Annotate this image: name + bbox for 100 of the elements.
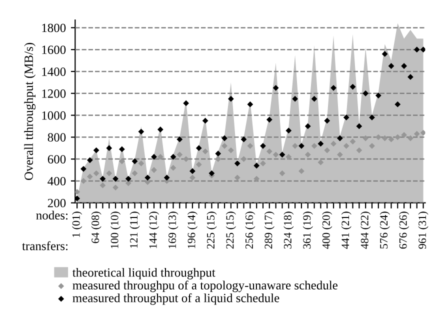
point [176,136,183,142]
x-tick-label: 196 (14) [187,212,198,248]
point [190,168,196,174]
y-tick-label: 400 [48,176,66,186]
point [375,92,382,99]
y-tick-label: 1800 [42,24,66,32]
x-tick-label: 169 (13) [168,212,178,248]
point [324,118,330,124]
point [298,168,304,174]
point [215,156,222,162]
point [388,136,394,142]
point [408,135,414,142]
y-tick-label: 1000 [42,111,66,120]
point [170,154,176,160]
point [183,156,190,162]
point [80,178,86,184]
point [112,176,118,182]
point [292,96,298,102]
point [272,152,279,158]
point [266,148,272,154]
point [375,134,382,140]
point [408,74,414,80]
text: nodes: [36,210,68,220]
point [75,196,80,202]
point [311,142,318,149]
point [118,158,125,164]
point [272,84,279,91]
point [266,116,272,123]
y-axis-title: Overall tthroughput (MB/s) [24,42,36,180]
point [369,142,375,149]
point [420,46,426,53]
point [343,142,350,149]
x-tick-label: 144 (12) [148,212,160,248]
point [190,174,196,181]
point [394,134,401,140]
y-tick-label: 800 [48,133,66,142]
y-tick-label: 1200 [42,89,66,98]
point [183,100,190,106]
point [343,114,350,120]
point [228,96,234,102]
point [222,142,228,149]
point [138,160,144,166]
point [240,156,247,162]
y-tick-label: 1400 [42,68,66,76]
point [138,128,144,135]
point [362,90,369,96]
point [234,174,240,181]
point [298,142,304,149]
point [304,123,311,130]
point [369,114,375,120]
point [93,147,100,154]
point [414,46,420,53]
point [414,130,420,137]
legend-label: measured throughput of a liquid schedule [72,293,280,305]
x-tick-label: 484 (22) [360,212,371,249]
point [80,166,86,172]
point [170,164,176,171]
point [292,142,298,149]
point [106,170,112,176]
point [228,147,234,154]
point [382,51,388,57]
point [164,174,170,181]
point [286,154,292,160]
legend-label: theoretical liquid throughput [72,268,216,280]
point [318,140,324,147]
point [100,182,106,188]
x-tick-label: 100 (10) [110,212,121,248]
point [176,152,183,158]
x-tick-label: 121 (11) [130,212,140,248]
x-tick-label: 64 (08) [91,212,102,244]
y-tick-label: 200 [48,198,66,208]
y-tick-label: 1600 [42,46,66,54]
point [356,147,362,154]
point [93,170,100,176]
point [356,123,362,130]
point [330,84,336,91]
text: transfers: [22,241,68,250]
point [350,138,356,144]
point [196,162,202,168]
point [420,130,426,136]
point [215,150,222,157]
point [222,135,228,142]
point [394,101,401,108]
point [157,154,164,160]
point [388,63,394,69]
point [247,142,254,149]
x-tick-label: 441 (21) [341,212,352,249]
x-tick-label: 676 (26) [399,212,410,249]
x-tick-label: 289 (17) [264,212,274,249]
point [86,157,93,164]
point [151,154,157,160]
point [350,84,356,90]
point [86,174,93,180]
point [336,135,343,142]
point [304,152,311,158]
point [202,118,208,124]
point [144,174,151,181]
point [208,170,215,176]
legend-label: measured throughpu of a topology-unaware schedule [72,280,338,292]
point [202,148,208,154]
